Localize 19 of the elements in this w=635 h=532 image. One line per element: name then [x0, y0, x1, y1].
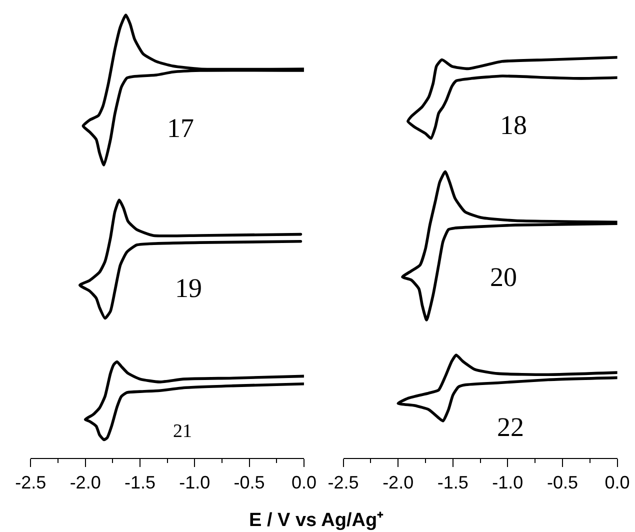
x-tick-label: -1.5	[124, 472, 156, 493]
x-tick-label: 0.0	[291, 472, 316, 493]
x-tick-label: -2.5	[15, 472, 46, 493]
annotation: 18	[500, 110, 527, 140]
x-tick-label: -1.5	[437, 472, 468, 493]
annotation: 21	[173, 421, 192, 442]
x-tick-label: -0.5	[546, 472, 578, 493]
x-tick-label: -2.5	[328, 472, 359, 493]
x-tick-label: -1.0	[179, 472, 210, 493]
annotation: 17	[167, 113, 194, 143]
x-tick-label: 0.0	[604, 472, 630, 493]
x-axis-title: E / V vs Ag/Ag⁺	[249, 510, 384, 531]
x-tick-label: -2.0	[70, 472, 101, 493]
annotation: 22	[497, 412, 524, 442]
annotation: 19	[175, 273, 202, 303]
annotation: 20	[490, 262, 517, 292]
x-tick-label: -2.0	[382, 472, 414, 493]
x-tick-label: -1.0	[492, 472, 524, 493]
x-tick-label: -0.5	[234, 472, 265, 493]
